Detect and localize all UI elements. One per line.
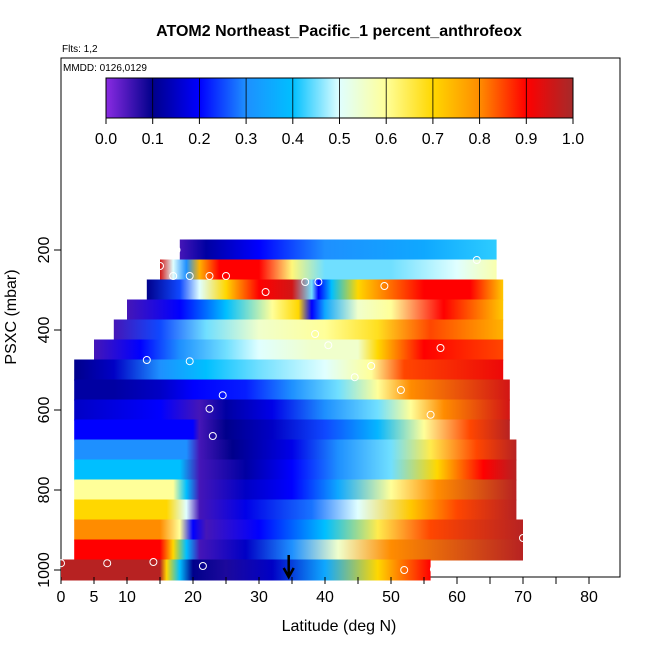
heatmap-layer: [146, 279, 504, 301]
chart-title: ATOM2 Northeast_Pacific_1 percent_anthro…: [156, 23, 522, 40]
arrow-head: [282, 567, 295, 580]
flights-note: Flts: 1,2: [62, 44, 98, 55]
flight-points: [57, 246, 527, 574]
colorbar-tick-label: 0.8: [468, 131, 490, 148]
heatmap-layer: [74, 459, 517, 481]
flight-point: [314, 278, 323, 286]
colorbar-tick-label: 0.5: [328, 131, 350, 148]
flight-point: [436, 344, 445, 352]
y-tick-label: 200: [36, 237, 53, 264]
flight-point: [380, 282, 389, 290]
flight-point: [261, 288, 270, 296]
heatmap-layer: [74, 499, 517, 521]
x-tick-label: 0: [57, 589, 66, 606]
flight-point: [185, 272, 194, 280]
heatmap-layer: [160, 259, 497, 281]
colorbar-tick-label: 1.0: [562, 131, 584, 148]
heatmap-layer: [127, 299, 504, 321]
flight-point: [396, 386, 405, 394]
dates-note: MMDD: 0126,0129: [63, 63, 147, 74]
heatmap-layer: [94, 339, 504, 361]
x-tick-label: 60: [448, 589, 466, 606]
colorbar-tick-label: 0.2: [188, 131, 210, 148]
flight-point: [57, 559, 65, 568]
colorbar-tick-label: 0.4: [282, 131, 304, 148]
flight-point: [198, 562, 207, 570]
x-axis: 0 5 10 20 30 40 50 60 70 80: [57, 577, 598, 606]
heatmap-layer: [74, 479, 517, 501]
x-tick-label: 5: [90, 589, 99, 606]
marker-group: [282, 555, 295, 580]
colorbar-tick-label: 0.0: [95, 131, 117, 148]
y-axis-label: PSXC (mbar): [3, 269, 20, 364]
flight-point: [172, 246, 181, 254]
flight-point: [185, 357, 194, 366]
x-tick-label: 80: [580, 589, 598, 606]
y-axis: 200 400 600 800 1000: [36, 237, 61, 588]
heatmap-layer: [74, 359, 504, 381]
heatmap-layer: [74, 419, 510, 441]
flight-point: [324, 341, 333, 350]
x-tick-label: 30: [250, 589, 268, 606]
heatmap-layer: [74, 379, 510, 401]
flight-point: [301, 278, 310, 286]
colorbar-tick-label: 0.3: [235, 131, 257, 148]
flight-point: [218, 391, 227, 400]
flight-point: [208, 432, 217, 440]
flight-point: [169, 272, 178, 280]
colorbar-tick-label: 0.1: [142, 131, 164, 148]
x-axis-label: Latitude (deg N): [282, 618, 397, 635]
x-tick-label: 40: [316, 589, 334, 606]
flight-point: [149, 558, 158, 566]
flight-point: [103, 559, 112, 568]
x-tick-label: 10: [118, 589, 136, 606]
x-tick-label: 50: [382, 589, 400, 606]
heatmap-layer: [74, 399, 510, 421]
y-tick-label: 400: [36, 317, 53, 344]
heatmap-layer: [74, 439, 517, 461]
heatmap-layer: [74, 539, 523, 561]
heatmap-layer: [113, 319, 504, 341]
colorbar: 0.0 0.1 0.2 0.3 0.4 0.5 0.6 0.7 0.8 0.9 1.0: [95, 77, 584, 148]
flight-point: [426, 410, 435, 419]
colorbar-tick-label: 0.7: [422, 131, 444, 148]
heatmap-layers: [61, 239, 523, 581]
y-tick-label: 600: [36, 397, 53, 424]
flight-point: [400, 566, 409, 574]
flight-point: [311, 330, 320, 338]
flight-point: [350, 373, 359, 382]
colorbar-tick-label: 0.9: [515, 131, 537, 148]
flight-point: [367, 362, 376, 370]
flight-point: [429, 565, 438, 574]
flight-point: [222, 272, 230, 280]
x-tick-label: 20: [184, 589, 202, 606]
heatmap-layer: [179, 239, 497, 261]
flight-point: [205, 272, 214, 280]
y-tick-label: 1000: [36, 552, 53, 588]
heatmap-layer: [61, 559, 431, 581]
flight-point: [519, 534, 527, 542]
flight-point: [142, 356, 151, 364]
y-tick-label: 800: [36, 477, 53, 504]
flight-point: [472, 256, 481, 264]
flight-point: [63, 362, 72, 370]
flight-point: [156, 262, 164, 270]
x-tick-label: 70: [514, 589, 532, 606]
heatmap-layer: [74, 519, 523, 541]
colorbar-tick-label: 0.6: [375, 131, 397, 148]
flight-point: [205, 404, 214, 413]
